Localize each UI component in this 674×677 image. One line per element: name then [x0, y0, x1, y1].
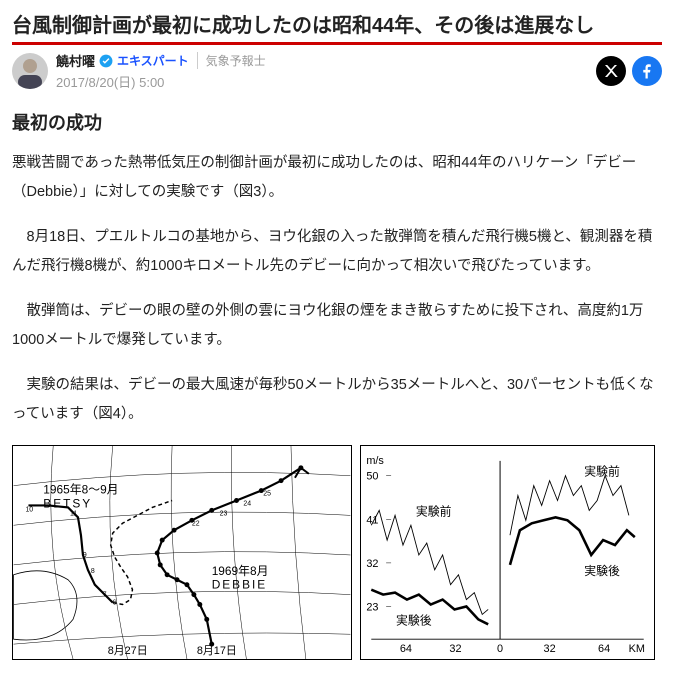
article-headline: 台風制御計画が最初に成功したのは昭和44年、その後は進展なし	[12, 12, 662, 45]
svg-text:11: 11	[70, 510, 77, 517]
figure-windspeed-chart: m/s 50 41 32 23 64 32 0 32 64 KM 実験前 実験後…	[360, 445, 655, 660]
map-date-right: 8月17日	[197, 645, 237, 657]
svg-text:22: 22	[192, 520, 200, 527]
paragraph-4: 実験の結果は、デビーの最大風速が毎秒50メートルから35メートルへと、30パーセ…	[12, 371, 662, 429]
share-facebook-button[interactable]	[632, 56, 662, 86]
svg-text:32: 32	[366, 558, 378, 570]
facebook-icon	[638, 62, 656, 80]
svg-text:50: 50	[366, 471, 378, 483]
social-share	[596, 56, 662, 86]
chart-label-after-right: 実験後	[584, 564, 620, 578]
svg-text:8: 8	[91, 568, 95, 575]
expert-label: エキスパート	[117, 52, 189, 69]
chart-label-before-left: 実験前	[416, 504, 452, 518]
paragraph-2: 8月18日、プエルトルコの基地から、ヨウ化銀の入った散弾筒を積んだ飛行機5機と、…	[12, 223, 662, 281]
map-betsy-year: 1965年8～9月	[43, 483, 118, 497]
chart-y-label: m/s	[366, 455, 384, 467]
svg-text:7: 7	[103, 592, 107, 599]
author-line: 饒村曜 エキスパート 気象予報士	[56, 51, 588, 70]
figure-row: 1965年8～9月 BETSY 1969年8月 DEBBIE 8月27日 8月1…	[12, 445, 662, 660]
byline-row: 饒村曜 エキスパート 気象予報士 2017/8/20(日) 5:00	[12, 51, 662, 91]
author-name[interactable]: 饒村曜	[56, 51, 95, 70]
svg-text:0: 0	[497, 643, 503, 655]
author-role: 気象予報士	[197, 52, 266, 69]
map-date-left: 8月27日	[108, 645, 148, 657]
svg-text:32: 32	[544, 643, 556, 655]
svg-text:23: 23	[366, 601, 378, 613]
chart-label-after-left: 実験後	[396, 613, 432, 627]
chart-label-before-right: 実験前	[584, 465, 620, 479]
x-icon	[602, 62, 620, 80]
svg-text:64: 64	[598, 643, 610, 655]
svg-text:64: 64	[400, 643, 412, 655]
svg-text:24: 24	[243, 500, 251, 507]
share-x-button[interactable]	[596, 56, 626, 86]
map-debbie-name: DEBBIE	[212, 578, 267, 592]
author-avatar	[12, 53, 48, 89]
verified-badge-icon	[99, 54, 113, 68]
svg-text:9: 9	[83, 552, 87, 559]
svg-text:23: 23	[220, 510, 228, 517]
svg-text:10: 10	[25, 506, 33, 513]
paragraph-1: 悪戦苦闘であった熱帯低気圧の制御計画が最初に成功したのは、昭和44年のハリケーン…	[12, 149, 662, 207]
svg-text:6: 6	[113, 600, 117, 607]
author-block: 饒村曜 エキスパート 気象予報士 2017/8/20(日) 5:00	[56, 51, 588, 91]
publish-timestamp: 2017/8/20(日) 5:00	[56, 72, 588, 91]
figure-map: 1965年8～9月 BETSY 1969年8月 DEBBIE 8月27日 8月1…	[12, 445, 352, 660]
svg-text:25: 25	[263, 491, 271, 498]
map-debbie-year: 1969年8月	[212, 564, 269, 578]
section-title: 最初の成功	[12, 109, 662, 135]
map-betsy-name: BETSY	[43, 496, 92, 510]
chart-x-label: KM	[629, 643, 645, 655]
paragraph-3: 散弾筒は、デビーの眼の壁の外側の雲にヨウ化銀の煙をまき散らすために投下され、高度…	[12, 297, 662, 355]
svg-text:32: 32	[449, 643, 461, 655]
